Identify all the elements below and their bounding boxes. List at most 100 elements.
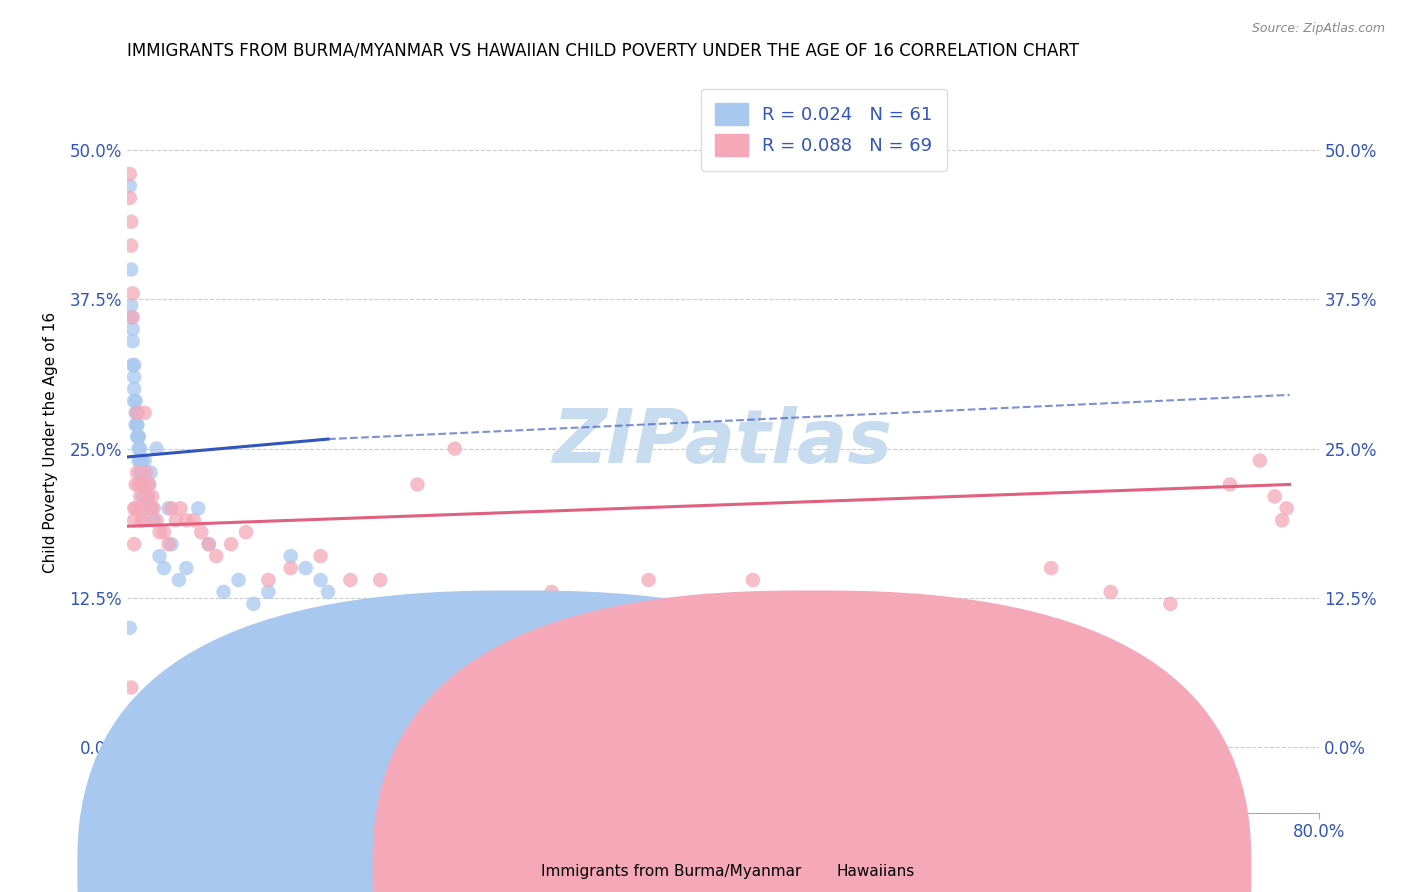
Point [131, 453, 153, 467]
Point [127, 417, 149, 432]
Point [235, 525, 257, 540]
Point [141, 501, 163, 516]
Point [157, 537, 180, 551]
Point [121, 334, 143, 348]
Point [134, 453, 156, 467]
Point [122, 393, 145, 408]
Point [131, 513, 153, 527]
Point [190, 525, 212, 540]
Point [122, 501, 145, 516]
Point [142, 501, 165, 516]
Point [1249, 453, 1271, 467]
Point [121, 322, 143, 336]
Point [131, 477, 153, 491]
Point [128, 430, 150, 444]
Point [145, 442, 167, 456]
Point [160, 501, 183, 516]
Point [153, 525, 176, 540]
Point [148, 525, 170, 540]
Point [309, 573, 332, 587]
Point [592, 621, 614, 635]
Point [120, 262, 142, 277]
Point [134, 477, 156, 491]
Point [533, 657, 555, 671]
Point [1040, 561, 1063, 575]
Point [129, 466, 152, 480]
Point [540, 585, 562, 599]
Text: Hawaiians: Hawaiians [837, 864, 915, 879]
Point [136, 490, 159, 504]
Point [122, 358, 145, 372]
Point [160, 537, 183, 551]
Point [121, 358, 143, 372]
Point [294, 561, 316, 575]
Point [127, 406, 149, 420]
Point [132, 477, 155, 491]
Point [128, 477, 150, 491]
Point [118, 710, 141, 724]
Point [129, 501, 152, 516]
Point [169, 501, 191, 516]
Point [1271, 513, 1294, 527]
Point [120, 310, 142, 325]
Point [176, 561, 198, 575]
Point [138, 477, 160, 491]
Point [118, 191, 141, 205]
Text: Immigrants from Burma/Myanmar: Immigrants from Burma/Myanmar [541, 864, 801, 879]
Point [136, 490, 159, 504]
Point [921, 645, 943, 659]
Point [132, 466, 155, 480]
Point [139, 501, 162, 516]
Point [127, 430, 149, 444]
Point [142, 513, 165, 527]
Point [127, 466, 149, 480]
Point [122, 537, 145, 551]
Point [129, 453, 152, 467]
Point [145, 513, 167, 527]
Point [129, 442, 152, 456]
Point [157, 501, 180, 516]
Point [368, 573, 391, 587]
Point [1219, 477, 1241, 491]
Point [212, 585, 235, 599]
Point [122, 370, 145, 384]
Point [148, 549, 170, 563]
Point [129, 490, 152, 504]
Point [316, 585, 339, 599]
Point [197, 537, 219, 551]
Point [135, 490, 157, 504]
Point [131, 477, 153, 491]
Point [120, 298, 142, 312]
Point [242, 597, 264, 611]
Point [122, 382, 145, 396]
Text: ZIPatlas: ZIPatlas [553, 406, 893, 479]
Point [131, 453, 153, 467]
Point [124, 417, 146, 432]
Point [128, 430, 150, 444]
Point [980, 632, 1002, 647]
Point [219, 537, 242, 551]
Point [637, 573, 659, 587]
Point [124, 477, 146, 491]
Point [127, 417, 149, 432]
Point [257, 573, 280, 587]
Point [121, 310, 143, 325]
Point [128, 453, 150, 467]
Point [139, 466, 162, 480]
Point [167, 573, 190, 587]
Point [121, 286, 143, 301]
Legend: R = 0.024   N = 61, R = 0.088   N = 69: R = 0.024 N = 61, R = 0.088 N = 69 [700, 89, 946, 171]
Point [1099, 585, 1122, 599]
Point [135, 466, 157, 480]
Point [118, 178, 141, 193]
Point [120, 238, 142, 252]
Point [228, 573, 250, 587]
Point [309, 549, 332, 563]
Point [1264, 490, 1286, 504]
Point [682, 597, 704, 611]
Point [860, 621, 883, 635]
Point [406, 477, 429, 491]
Point [128, 442, 150, 456]
Point [122, 513, 145, 527]
Point [1275, 501, 1298, 516]
